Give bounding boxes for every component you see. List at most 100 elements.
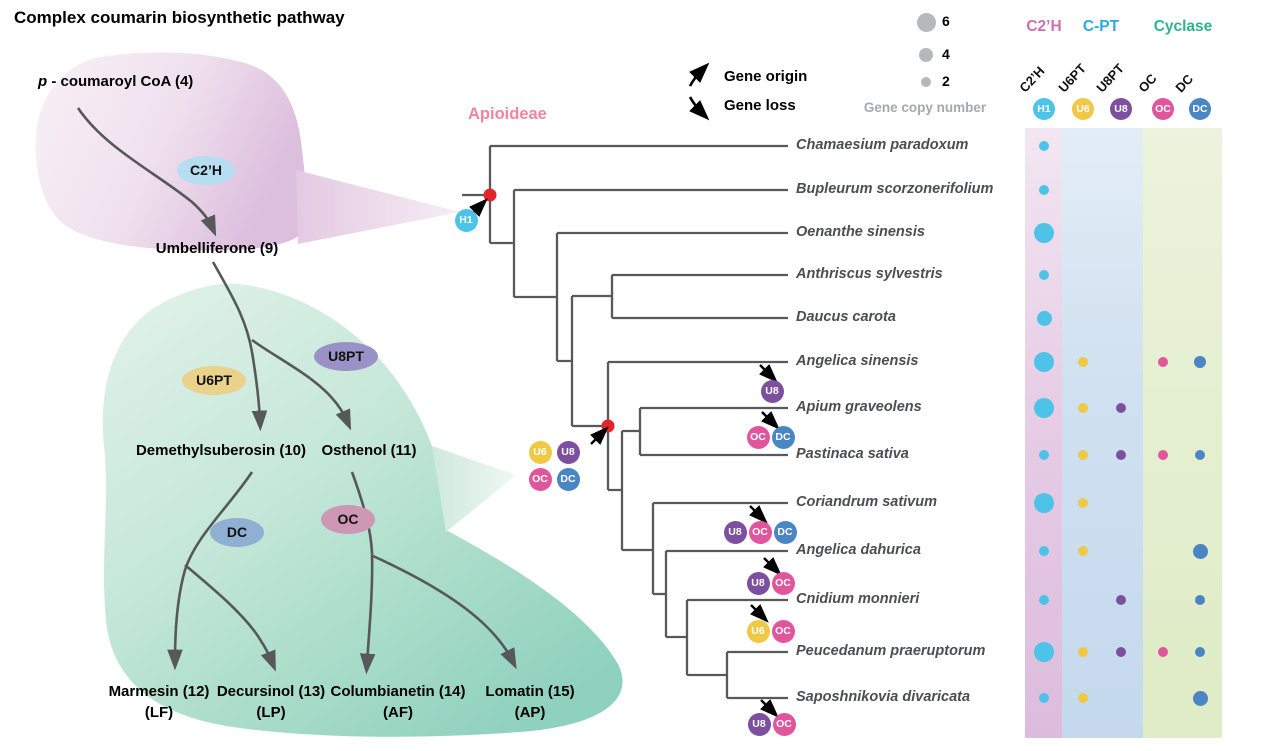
legend-copy-number-title: Gene copy number bbox=[863, 100, 987, 115]
gene-badge-u8: U8 bbox=[556, 440, 580, 464]
copy-number-dot bbox=[1036, 310, 1052, 326]
copy-size-value: 6 bbox=[942, 13, 950, 29]
copy-number-dot bbox=[1034, 398, 1054, 418]
product-label: Marmesin (12) (LF) bbox=[109, 681, 210, 723]
matrix-group-header-ch: C2’H bbox=[1026, 18, 1062, 35]
gene-badge-h1: H1 bbox=[454, 208, 478, 232]
pathway-arrow-u6pt bbox=[211, 261, 268, 432]
species-label: Daucus carota bbox=[796, 309, 896, 325]
gene-badge-oc: OC bbox=[1152, 98, 1174, 120]
gene-loss-arrow bbox=[760, 699, 779, 718]
copy-number-dot bbox=[1078, 693, 1088, 703]
copy-number-dot bbox=[1116, 647, 1126, 657]
gene-origin-arrow-icon bbox=[688, 62, 710, 87]
gene-loss-arrow-icon bbox=[688, 96, 710, 121]
compound-osthenol: Osthenol (11) bbox=[321, 442, 417, 459]
copy-number-dot bbox=[1158, 357, 1168, 367]
copy-number-dot bbox=[1116, 595, 1126, 605]
copy-number-dot bbox=[1195, 450, 1205, 460]
compound-p-rest: - coumaroyl CoA (4) bbox=[47, 73, 194, 90]
gene-badge-u8: U8 bbox=[747, 712, 771, 736]
compound-p-prefix: p bbox=[38, 73, 48, 90]
enzyme-oval-u6pt: U6PT bbox=[182, 365, 246, 395]
compound-umbelliferone: Umbelliferone (9) bbox=[155, 240, 279, 257]
substrate-blob bbox=[35, 52, 306, 251]
copy-number-dot bbox=[1078, 403, 1088, 413]
pathway-arrow-c2h bbox=[76, 107, 217, 237]
gene-origin-node-dot bbox=[483, 188, 497, 202]
copy-number-dot bbox=[1034, 223, 1054, 243]
gene-origin-node-dot bbox=[601, 419, 615, 433]
gene-badge-dc: DC bbox=[771, 425, 795, 449]
gene-badge-dc: DC bbox=[1189, 98, 1211, 120]
gene-badge-oc: OC bbox=[748, 520, 772, 544]
figure-title: Complex coumarin biosynthetic pathway bbox=[14, 8, 345, 27]
product-name: Decursinol (13) bbox=[216, 683, 326, 700]
copy-number-dot bbox=[1158, 450, 1168, 460]
gene-loss-arrow bbox=[750, 604, 769, 623]
gene-badge-u6: U6 bbox=[528, 440, 552, 464]
product-tag: (LP) bbox=[256, 704, 286, 721]
copy-number-dot bbox=[1039, 185, 1049, 195]
gene-badge-h1: H1 bbox=[1033, 98, 1055, 120]
copy-number-dot bbox=[1078, 357, 1088, 367]
gene-badge-oc: OC bbox=[771, 571, 795, 595]
copy-number-dot bbox=[1078, 647, 1088, 657]
species-label: Angelica sinensis bbox=[796, 353, 919, 369]
copy-number-dot bbox=[1039, 693, 1049, 703]
product-label: Columbianetin (14) (AF) bbox=[330, 681, 465, 723]
copy-number-dot bbox=[1039, 450, 1049, 460]
species-label: Coriandrum sativum bbox=[796, 494, 937, 510]
enzyme-oval-oc: OC bbox=[321, 504, 375, 534]
copy-number-dot bbox=[1034, 493, 1054, 513]
gene-loss-arrow bbox=[761, 411, 780, 430]
gene-badge-u8: U8 bbox=[760, 379, 784, 403]
product-label: Lomatin (15) (AP) bbox=[485, 681, 574, 723]
species-label: Saposhnikovia divaricata bbox=[796, 689, 971, 705]
enzyme-oval-dc: DC bbox=[210, 517, 264, 547]
gene-badge-oc: OC bbox=[528, 467, 552, 491]
gene-loss-arrow bbox=[759, 364, 778, 383]
product-tag: (AF) bbox=[382, 704, 413, 721]
clade-label-apioideae: Apioideae bbox=[468, 105, 547, 123]
gene-badge-u8: U8 bbox=[1110, 98, 1132, 120]
pathway-arrow-lomatin bbox=[372, 554, 517, 670]
coumarin-funnel bbox=[432, 446, 516, 532]
gene-loss-arrow bbox=[763, 557, 782, 576]
enzyme-oval-u8pt: U8PT bbox=[314, 341, 378, 371]
species-label: Angelica dahurica bbox=[796, 542, 921, 558]
copy-number-dot bbox=[1192, 690, 1208, 706]
species-label: Pastinaca sativa bbox=[796, 446, 909, 462]
copy-number-dot bbox=[1158, 647, 1168, 657]
pathway-arrow-u8pt bbox=[251, 338, 352, 431]
gene-badge-oc: OC bbox=[771, 619, 795, 643]
copy-number-dot bbox=[1039, 141, 1049, 151]
enzyme-oval-c2h: C2’H bbox=[177, 155, 235, 185]
copy-number-dot bbox=[1039, 595, 1049, 605]
copy-number-dot bbox=[1195, 595, 1205, 605]
copy-number-dot bbox=[1116, 450, 1126, 460]
gene-loss-arrow bbox=[749, 505, 768, 524]
copy-number-dot bbox=[1039, 270, 1049, 280]
compound-demethylsuberosin: Demethylsuberosin (10) bbox=[135, 442, 307, 459]
species-label: Bupleurum scorzonerifolium bbox=[796, 181, 994, 197]
gene-badge-u6: U6 bbox=[1072, 98, 1094, 120]
gene-badge-dc: DC bbox=[556, 467, 580, 491]
gene-origin-arrow bbox=[590, 426, 609, 445]
product-name: Columbianetin (14) bbox=[330, 683, 466, 700]
substrate-funnel bbox=[296, 170, 460, 244]
gene-badge-dc: DC bbox=[773, 520, 797, 544]
species-label: Anthriscus sylvestris bbox=[796, 266, 943, 282]
copy-size-circle bbox=[921, 77, 931, 87]
gene-badge-oc: OC bbox=[772, 712, 796, 736]
copy-number-dot bbox=[1039, 546, 1049, 556]
matrix-band-cpt bbox=[1062, 128, 1143, 738]
pathway-arrow-decursinol bbox=[184, 564, 276, 672]
matrix-group-header-cyclase: Cyclase bbox=[1153, 18, 1213, 35]
matrix-band-cyclase bbox=[1143, 128, 1222, 738]
copy-number-dot bbox=[1192, 543, 1208, 559]
copy-number-dot bbox=[1195, 647, 1205, 657]
gene-badge-u8: U8 bbox=[723, 520, 747, 544]
copy-size-value: 2 bbox=[942, 73, 950, 89]
